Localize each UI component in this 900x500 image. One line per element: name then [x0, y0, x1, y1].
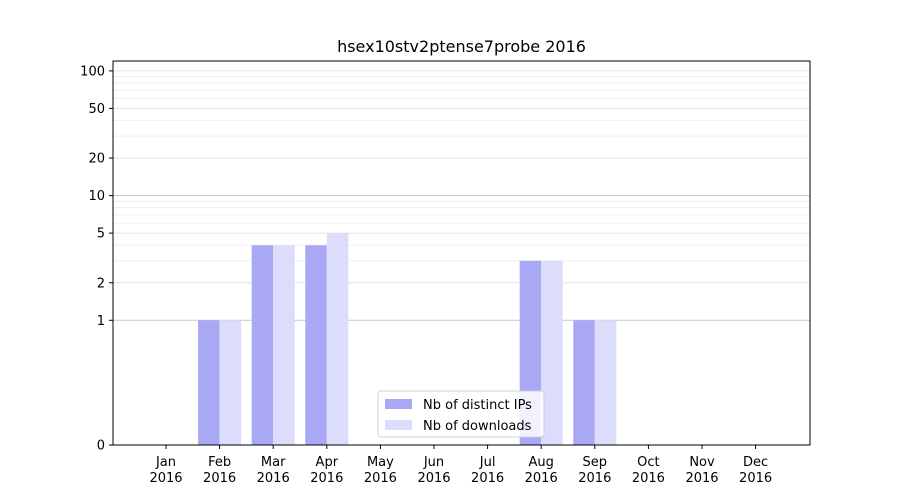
- x-tick-label-month: Jan: [155, 455, 176, 470]
- x-tick-label-year: 2016: [578, 471, 611, 486]
- x-tick-label-month: Aug: [529, 455, 554, 470]
- grid-lines: [113, 70, 810, 321]
- x-tick-label-year: 2016: [471, 471, 504, 486]
- bar-downloads: [219, 320, 242, 445]
- y-tick-label: 0: [97, 439, 105, 454]
- bar-downloads: [594, 320, 617, 445]
- x-tick-label-month: Nov: [689, 455, 715, 470]
- x-tick-label-year: 2016: [364, 471, 397, 486]
- plot-frame: [112, 60, 811, 446]
- y-axis: 0 1 2 5 10 20 50 100: [80, 64, 113, 454]
- chart-title: hsex10stv2ptense7probe 2016: [337, 37, 586, 56]
- y-tick-label: 2: [97, 276, 105, 291]
- x-tick-label-year: 2016: [310, 471, 343, 486]
- x-tick-label-year: 2016: [739, 471, 772, 486]
- legend-label: Nb of downloads: [423, 419, 532, 434]
- bar-downloads: [541, 260, 563, 445]
- x-tick-label-year: 2016: [525, 471, 558, 486]
- x-tick-label-year: 2016: [203, 471, 236, 486]
- legend: Nb of distinct IPs Nb of downloads: [377, 390, 545, 438]
- x-tick-label-year: 2016: [417, 471, 450, 486]
- bar-distinct-ips: [573, 320, 595, 445]
- y-tick-label: 5: [97, 227, 105, 242]
- bar-distinct-ips: [198, 320, 220, 445]
- bar-distinct-ips: [251, 245, 274, 445]
- bar-downloads: [326, 233, 349, 445]
- y-tick-label: 50: [88, 102, 105, 117]
- x-tick-label-month: Jun: [423, 455, 444, 470]
- bar-distinct-ips: [305, 245, 327, 445]
- x-tick-label-month: Jul: [479, 455, 496, 470]
- x-tick-label-month: Feb: [208, 455, 231, 470]
- x-axis: Jan2016Feb2016Mar2016Apr2016May2016Jun20…: [149, 445, 772, 486]
- legend-box: [377, 390, 545, 438]
- x-tick-label-year: 2016: [685, 471, 718, 486]
- y-tick-label: 1: [97, 314, 105, 329]
- x-tick-label-month: Mar: [261, 455, 286, 470]
- x-tick-label-month: May: [367, 455, 394, 470]
- x-tick-label-year: 2016: [632, 471, 665, 486]
- bar-downloads: [273, 245, 295, 445]
- y-tick-label: 100: [80, 64, 105, 79]
- x-tick-label-month: Apr: [316, 455, 339, 470]
- legend-swatch: [385, 399, 412, 409]
- legend-label: Nb of distinct IPs: [423, 398, 532, 413]
- y-tick-label: 20: [88, 152, 105, 167]
- x-tick-label-year: 2016: [257, 471, 290, 486]
- y-tick-label: 10: [88, 189, 105, 204]
- x-tick-label-year: 2016: [149, 471, 182, 486]
- x-tick-label-month: Dec: [743, 455, 768, 470]
- x-tick-label-month: Sep: [583, 455, 608, 470]
- legend-swatch: [385, 420, 412, 430]
- x-tick-label-month: Oct: [637, 455, 659, 470]
